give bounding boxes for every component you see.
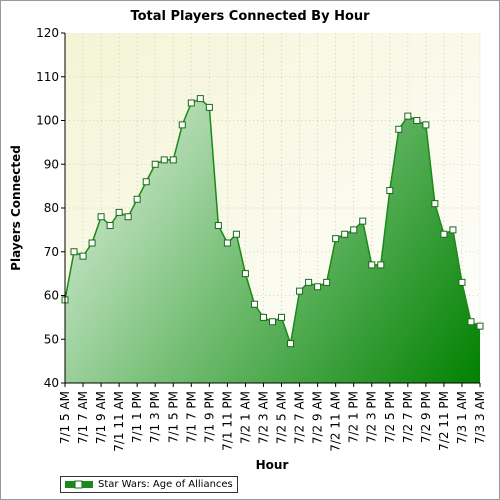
data-point — [431, 200, 439, 208]
data-point — [151, 160, 159, 168]
data-point — [413, 117, 421, 124]
x-tick-label: 7/1 11 PM — [220, 391, 234, 451]
data-point — [106, 222, 114, 229]
data-point — [214, 222, 222, 229]
data-point — [196, 95, 204, 103]
legend-swatch — [65, 480, 93, 489]
x-tick-label: 7/2 5 PM — [383, 391, 397, 443]
data-point — [259, 313, 267, 321]
data-point — [88, 239, 96, 247]
data-point — [341, 230, 349, 238]
data-point — [97, 213, 105, 221]
data-point — [386, 187, 394, 194]
data-point — [287, 340, 295, 348]
data-point — [115, 208, 123, 216]
chart-title: Total Players Connected By Hour — [130, 9, 370, 24]
x-tick-label: 7/2 9 PM — [419, 391, 433, 443]
data-point — [241, 270, 249, 278]
x-tick-label: 7/1 5 AM — [58, 391, 72, 444]
data-point — [323, 278, 331, 286]
x-tick-label: 7/2 11 PM — [437, 391, 451, 451]
x-tick-label: 7/2 7 PM — [401, 391, 415, 443]
x-tick-label: 7/2 7 AM — [293, 391, 307, 444]
data-point — [368, 261, 376, 269]
x-tick-label: 7/1 5 PM — [166, 391, 180, 443]
data-point — [142, 178, 150, 186]
y-tick-label: 80 — [44, 201, 59, 215]
data-point — [160, 156, 168, 164]
x-tick-label: 7/1 9 AM — [94, 391, 108, 444]
data-point — [377, 261, 385, 269]
data-point — [440, 230, 448, 238]
x-tick-label: 7/1 11 AM — [112, 391, 126, 452]
y-tick-label: 100 — [36, 114, 59, 128]
data-point — [79, 252, 87, 260]
x-tick-label: 7/1 3 PM — [148, 391, 162, 443]
data-point — [124, 213, 132, 221]
x-tick-label: 7/1 7 PM — [184, 391, 198, 443]
data-point — [314, 283, 322, 291]
x-tick-label: 7/3 1 AM — [455, 391, 469, 444]
data-point — [232, 230, 240, 238]
data-point — [187, 99, 195, 107]
data-point — [296, 287, 304, 295]
data-point — [250, 300, 258, 308]
data-point — [395, 125, 403, 133]
y-tick-label: 40 — [44, 376, 59, 390]
x-tick-label: 7/2 11 AM — [329, 391, 343, 452]
x-tick-label: 7/2 9 AM — [311, 391, 325, 444]
data-point — [278, 313, 286, 321]
x-tick-label: 7/2 3 PM — [365, 391, 379, 443]
series-area-fill — [65, 98, 480, 383]
data-point — [359, 217, 367, 225]
y-tick-label: 70 — [44, 245, 59, 259]
data-point — [332, 235, 340, 243]
data-point — [178, 121, 186, 129]
data-point — [458, 278, 466, 286]
data-point — [422, 121, 430, 129]
y-tick-label: 120 — [36, 26, 59, 40]
x-tick-label: 7/2 1 PM — [347, 391, 361, 443]
data-point — [467, 318, 475, 326]
data-point — [305, 278, 313, 286]
data-point — [70, 248, 78, 256]
x-axis-ticks: 7/1 5 AM 7/1 7 AM 7/1 9 AM 7/1 11 AM 7/1 1 P… — [58, 383, 487, 452]
x-tick-label: 7/1 7 AM — [76, 391, 90, 444]
legend-label: Star Wars: Age of Alliances — [98, 479, 233, 490]
x-tick-label: 7/1 9 PM — [202, 391, 216, 443]
x-tick-label: 7/1 1 PM — [130, 391, 144, 443]
x-tick-label: 7/2 1 AM — [238, 391, 252, 444]
x-tick-label: 7/2 5 AM — [275, 391, 289, 444]
data-point — [205, 103, 213, 111]
data-point — [169, 156, 177, 164]
x-tick-label: 7/3 3 AM — [473, 391, 487, 444]
data-point — [404, 112, 412, 120]
data-point — [269, 318, 276, 326]
y-tick-label: 50 — [44, 332, 59, 346]
data-point — [133, 195, 141, 203]
y-tick-label: 60 — [44, 289, 59, 303]
y-axis-title: Players Connected — [9, 145, 23, 271]
data-point — [449, 226, 457, 234]
data-point — [476, 322, 484, 330]
y-tick-label: 90 — [44, 157, 59, 171]
data-point — [350, 226, 358, 234]
y-tick-label: 110 — [36, 70, 59, 84]
x-axis-title: Hour — [256, 458, 289, 472]
legend: Star Wars: Age of Alliances — [60, 476, 238, 493]
x-tick-label: 7/2 3 AM — [256, 391, 270, 444]
data-point — [223, 239, 231, 247]
y-axis-ticks: 40 50 60 70 80 90 100 110 120 — [36, 26, 65, 390]
